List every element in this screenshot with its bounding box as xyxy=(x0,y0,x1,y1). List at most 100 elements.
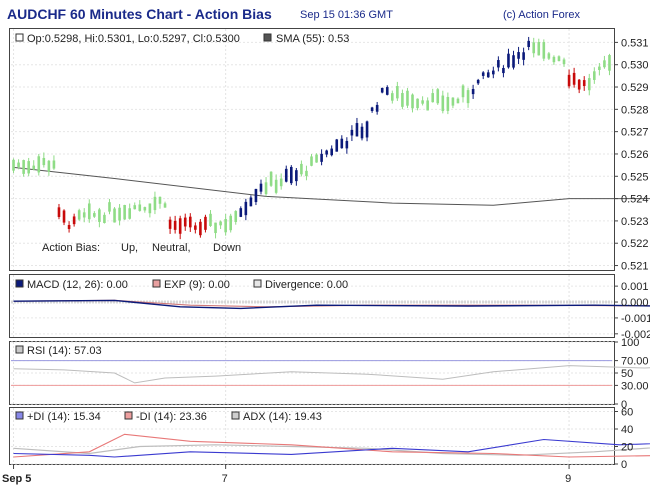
candle-body xyxy=(93,213,96,217)
candle-body xyxy=(219,221,222,226)
candle-body xyxy=(365,121,369,138)
chart-header: AUDCHF 60 Minutes Chart - Action Bias Se… xyxy=(0,0,650,30)
price-y-tick-label: 0.523 xyxy=(621,216,649,228)
candle-body xyxy=(194,225,197,230)
candle-body xyxy=(12,159,15,171)
candle-body xyxy=(289,166,293,184)
candle-body xyxy=(168,219,172,229)
rsi-y-tick-label: 70.00 xyxy=(621,356,649,368)
candle-body xyxy=(497,60,500,68)
candle-body xyxy=(22,160,25,174)
adx-legend: ADX (14): 19.43 xyxy=(243,411,322,423)
candle-body xyxy=(593,71,596,80)
candle-body xyxy=(163,203,167,208)
candle-body xyxy=(481,72,485,76)
candle-body xyxy=(264,182,268,195)
candle-body xyxy=(355,123,359,137)
candle-body xyxy=(401,93,404,107)
price-y-tick-label: 0.521 xyxy=(621,261,649,273)
adx-legend-swatch xyxy=(231,411,240,420)
macd-y-tick-label: 0.000 xyxy=(621,297,649,309)
candle-body xyxy=(188,216,192,228)
indicator-lines-group xyxy=(11,299,650,458)
candle-body xyxy=(32,165,36,170)
candle-body xyxy=(305,170,308,177)
candle-body xyxy=(98,209,101,222)
candle-body xyxy=(325,150,328,155)
candle-body xyxy=(295,170,298,182)
y-tick-labels: 0.531 0.530 0.529 0.528 0.527 0.526 0.525 0.524… xyxy=(614,37,650,471)
exp-line xyxy=(13,299,650,308)
candle-body xyxy=(557,56,561,62)
candle-body xyxy=(391,93,394,101)
macd-legend-swatch xyxy=(15,279,24,288)
exp-legend: EXP (9): 0.00 xyxy=(164,279,230,291)
rsi-y-tick-label: 50 xyxy=(621,368,633,380)
ohlc-legend-swatch xyxy=(15,33,24,42)
candle-body xyxy=(512,55,515,68)
ohlc-legend: Op:0.5298, Hi:0.5301, Lo:0.5297, Cl:0.53… xyxy=(27,33,240,45)
candle-body xyxy=(507,53,510,68)
candle-body xyxy=(239,208,243,217)
candle-body xyxy=(128,208,131,219)
candle-body xyxy=(279,178,283,187)
candle-body xyxy=(441,95,445,112)
candle-body xyxy=(537,42,541,56)
candle-body xyxy=(77,210,81,220)
candle-body xyxy=(254,188,258,203)
candle-body xyxy=(274,179,278,193)
candle-body xyxy=(562,59,566,65)
plus-di-legend: +DI (14): 15.34 xyxy=(27,411,101,423)
candle-body xyxy=(330,148,334,156)
candle-body xyxy=(411,94,414,109)
candle-body xyxy=(350,129,354,136)
candles-group xyxy=(12,36,611,240)
action-bias-up: Up, xyxy=(121,242,138,254)
candle-body xyxy=(57,207,61,217)
rsi-y-tick-label: 100 xyxy=(621,337,639,349)
x-tick-label: 7 xyxy=(222,473,228,485)
candle-body xyxy=(17,162,20,167)
candle-body xyxy=(421,100,424,104)
divergence-legend: Divergence: 0.00 xyxy=(265,279,348,291)
candle-body xyxy=(72,216,76,225)
candle-body xyxy=(345,140,349,149)
price-y-tick-label: 0.524 xyxy=(621,194,649,206)
candle-body xyxy=(335,139,339,152)
candle-body xyxy=(133,205,137,210)
sma-line-group xyxy=(13,166,650,206)
candle-body xyxy=(234,211,238,222)
candle-body xyxy=(183,217,187,227)
price-y-tick-label: 0.527 xyxy=(621,127,649,139)
candle-body xyxy=(492,70,495,75)
candle-body xyxy=(577,79,581,90)
candle-body xyxy=(158,196,162,204)
candle-body xyxy=(173,220,177,230)
candle-body xyxy=(300,163,303,175)
candle-body xyxy=(466,90,470,104)
candle-body xyxy=(582,80,586,87)
x-axis: Sep 57910111214 xyxy=(2,465,571,485)
candle-body xyxy=(214,222,217,234)
action-bias-down: Down xyxy=(213,242,241,254)
macd-line xyxy=(13,299,650,310)
chart-timestamp: Sep 15 01:36 GMT xyxy=(300,9,393,21)
candle-body xyxy=(431,93,435,103)
candle-body xyxy=(360,126,364,139)
price-y-tick-label: 0.525 xyxy=(621,171,649,183)
candle-body xyxy=(284,168,288,182)
dmi-y-tick-label: 0 xyxy=(621,459,627,471)
candle-body xyxy=(527,40,530,48)
candle-body xyxy=(370,107,374,112)
exp-legend-swatch xyxy=(152,279,161,288)
x-tick-label: Sep 5 xyxy=(2,473,31,485)
candle-body xyxy=(587,78,591,91)
candle-body xyxy=(52,160,56,169)
price-y-tick-label: 0.529 xyxy=(621,82,649,94)
candle-body xyxy=(310,156,313,166)
adx-line xyxy=(13,444,650,456)
copyright-text: (c) Action Forex xyxy=(503,9,581,21)
candle-body xyxy=(396,86,399,99)
dmi-y-tick-label: 20 xyxy=(621,442,633,454)
candle-body xyxy=(517,52,520,59)
